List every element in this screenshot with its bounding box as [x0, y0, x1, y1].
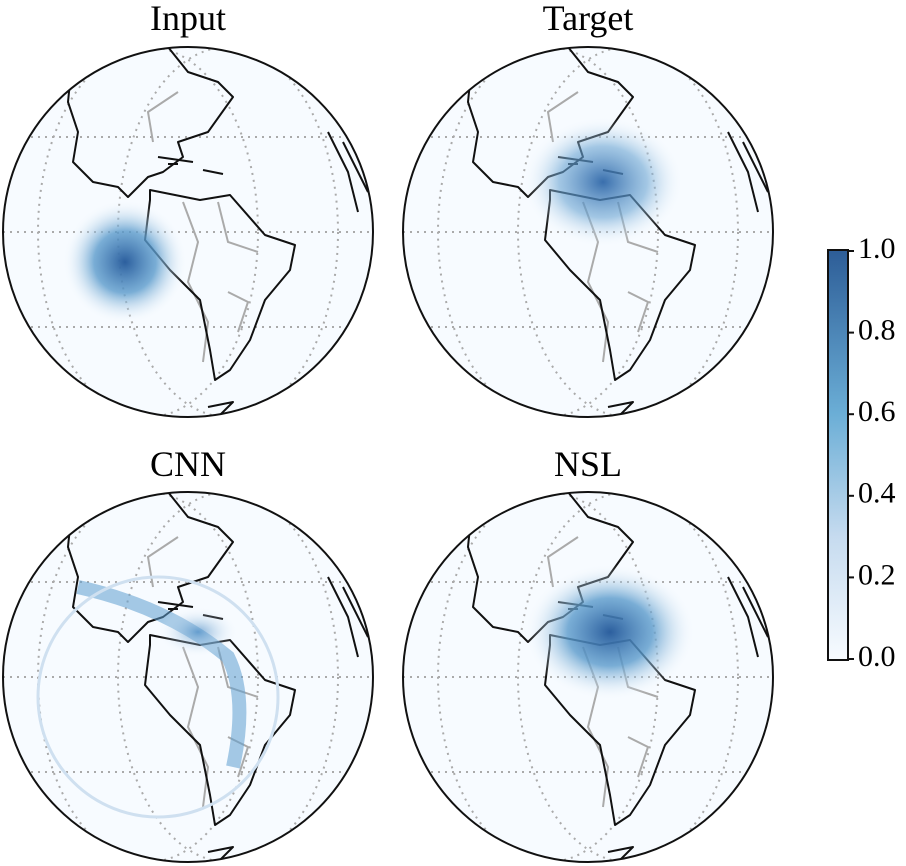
field-blob [63, 200, 187, 324]
field-blob [158, 607, 238, 657]
panel-title: Target [543, 0, 634, 38]
globe-target [403, 47, 773, 417]
globe-nsl [403, 492, 773, 862]
field-blob [523, 117, 683, 247]
globe-cnn [3, 492, 373, 862]
panel-title: CNN [150, 444, 226, 484]
colorbar-tick-label: 0.2 [858, 558, 896, 591]
globe-input [3, 47, 373, 417]
colorbar-tick-label: 0.8 [858, 313, 896, 346]
colorbar [827, 249, 849, 661]
panel-title: Input [150, 0, 226, 38]
colorbar-tick-label: 0.6 [858, 395, 896, 428]
field-ring [36, 575, 280, 819]
colorbar-tick-label: 0.0 [858, 640, 896, 673]
colorbar-tick-label: 1.0 [858, 232, 896, 265]
panel-title: NSL [554, 444, 622, 484]
field-blob [525, 564, 695, 700]
colorbar-tick-label: 0.4 [858, 477, 896, 510]
field-arc [76, 580, 247, 769]
